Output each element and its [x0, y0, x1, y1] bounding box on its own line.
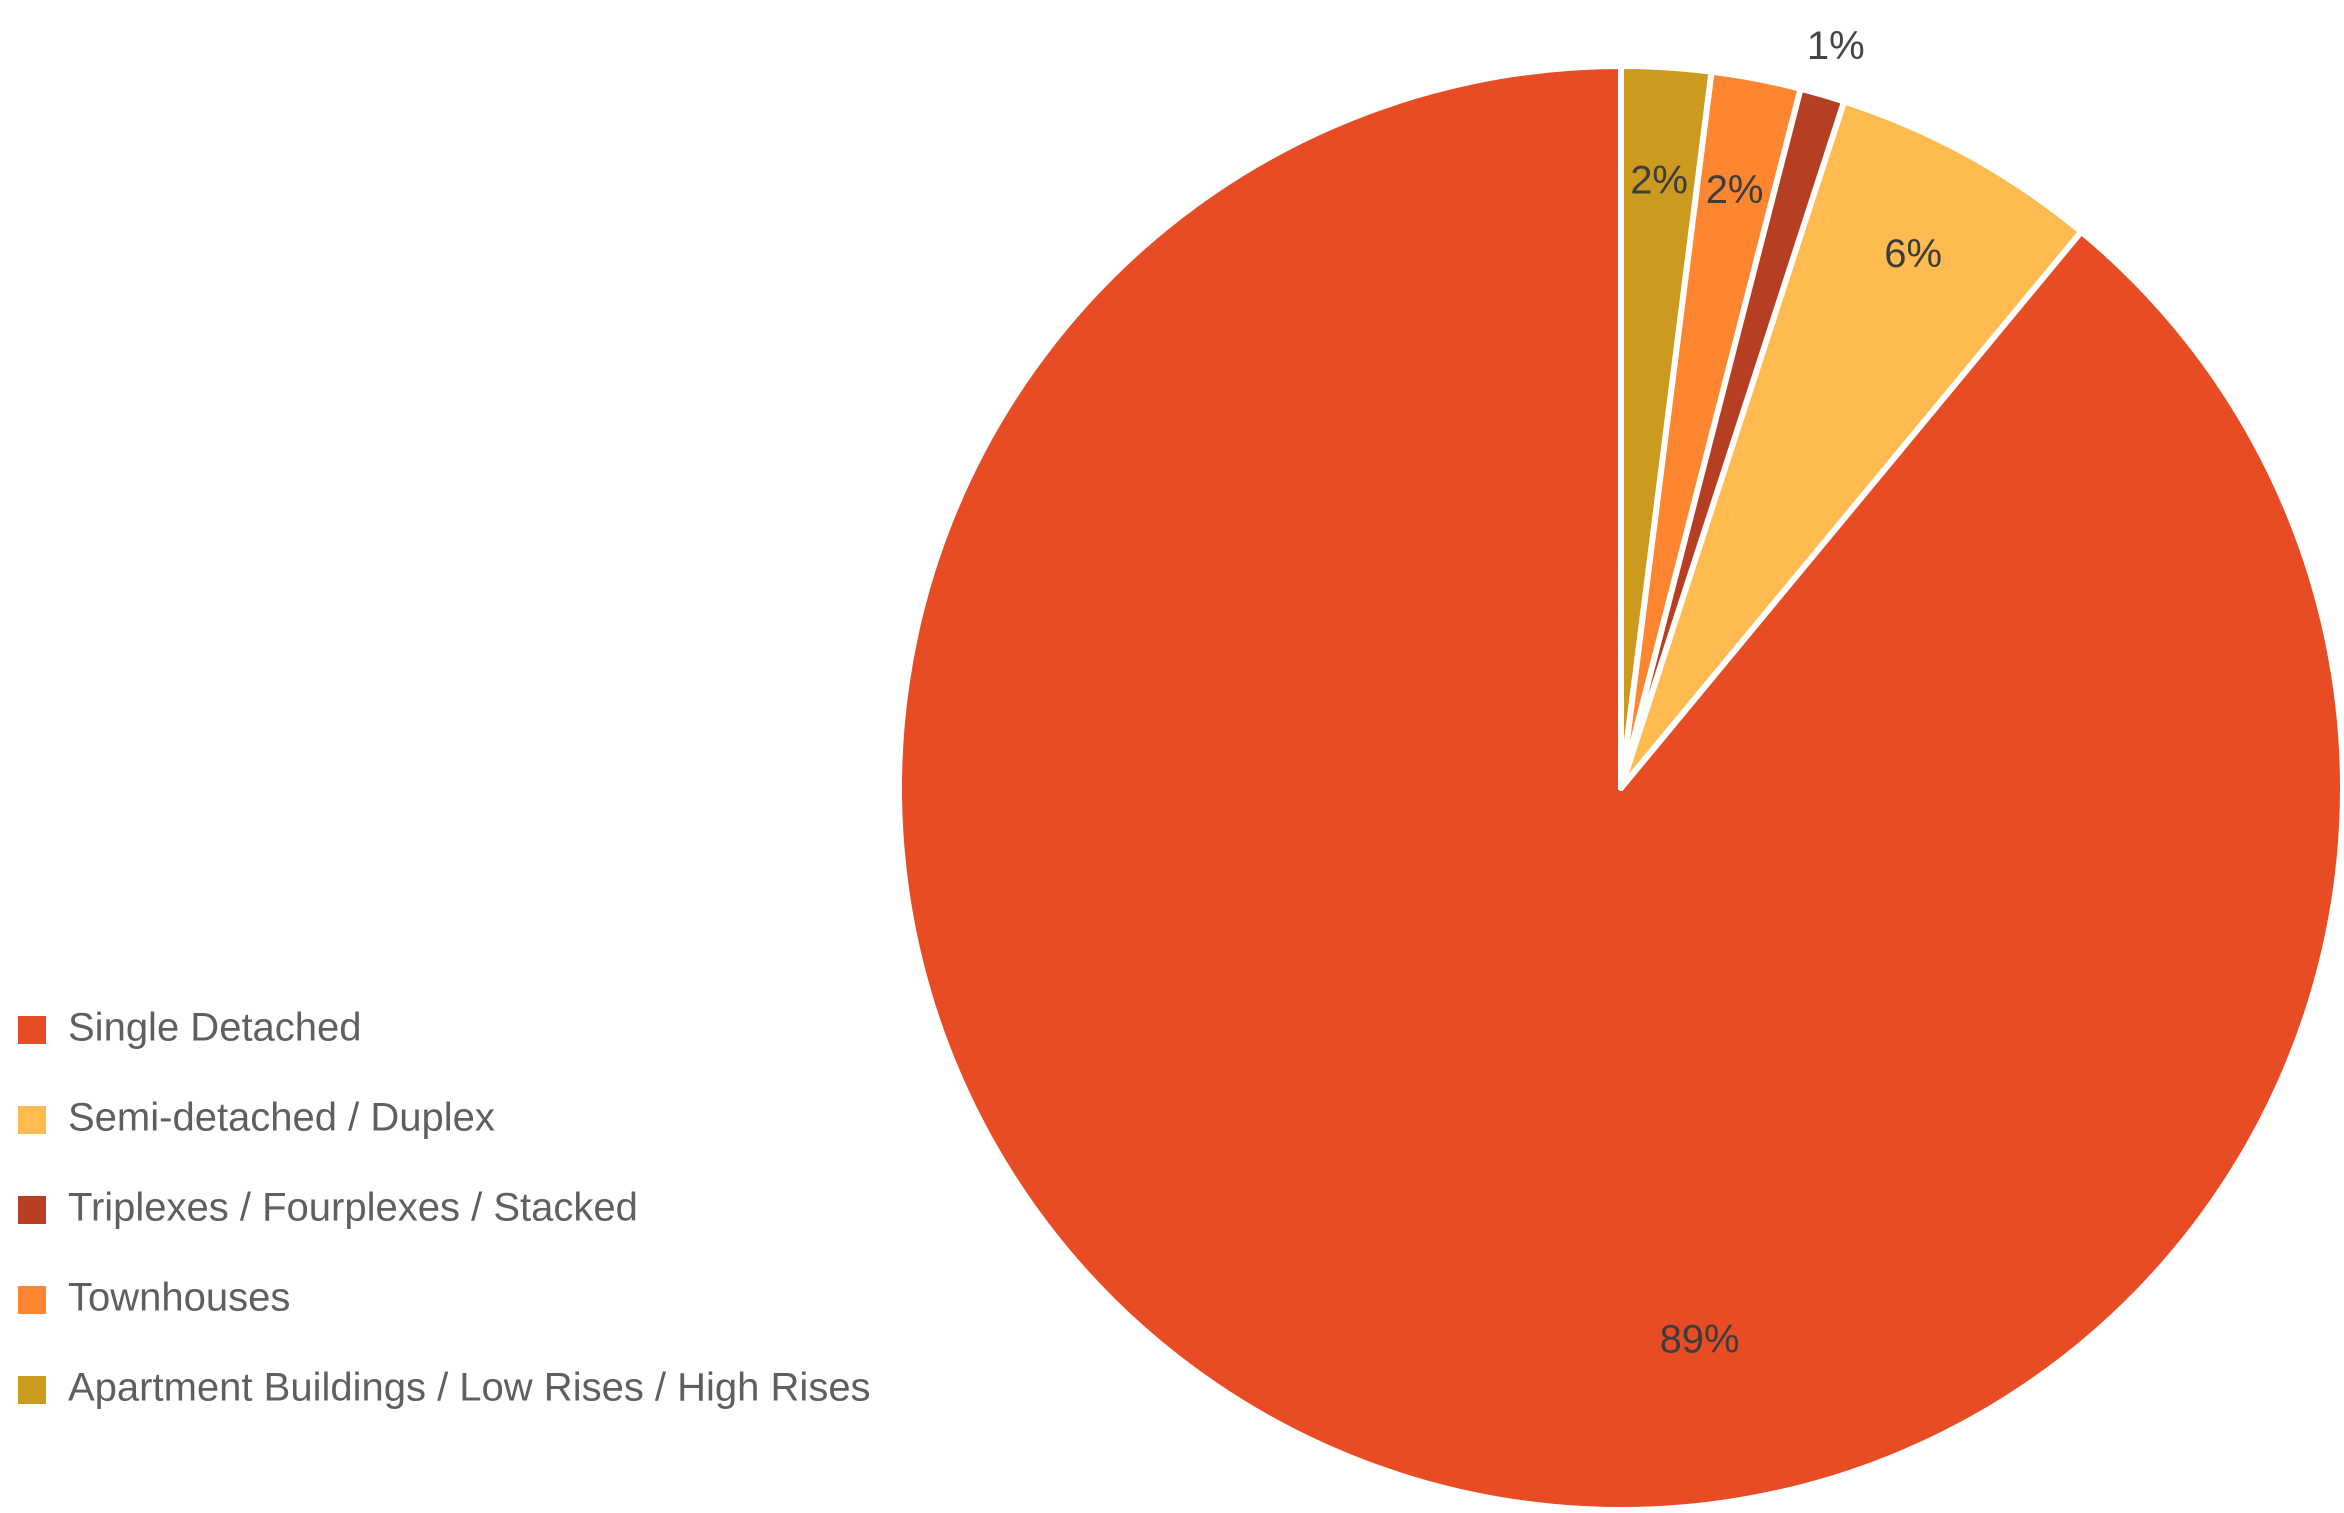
slice-value-label: 2%	[1630, 158, 1688, 202]
slice-value-label: 2%	[1706, 168, 1764, 212]
legend-item: Townhouses	[18, 1276, 290, 1320]
legend-label: Triplexes / Fourplexes / Stacked	[68, 1186, 638, 1230]
slice-value-label: 6%	[1884, 232, 1942, 276]
legend-label: Single Detached	[68, 1006, 362, 1050]
slice-value-label: 1%	[1807, 24, 1865, 68]
legend-swatch	[18, 1286, 46, 1314]
pie-slice-apartment-buildings-low-rises-high-rises	[1618, 63, 1715, 791]
legend: Single Detached Semi-detached / Duplex Tri…	[18, 1006, 871, 1410]
legend-item: Triplexes / Fourplexes / Stacked	[18, 1186, 638, 1230]
pie-slice-semi-detached-duplex	[1618, 98, 2085, 791]
legend-swatch	[18, 1376, 46, 1404]
legend-label: Semi-detached / Duplex	[68, 1096, 495, 1140]
legend-label: Apartment Buildings / Low Rises / High R…	[68, 1366, 871, 1410]
pie-slice-labels: 89% 6% 1% 2% 2%	[1630, 24, 1942, 1361]
legend-swatch	[18, 1196, 46, 1224]
legend-swatch	[18, 1106, 46, 1134]
pie-slices	[896, 63, 2344, 1513]
legend-item: Semi-detached / Duplex	[18, 1096, 495, 1140]
slice-value-label: 89%	[1660, 1318, 1740, 1362]
legend-swatch	[18, 1016, 46, 1044]
legend-label: Townhouses	[68, 1276, 290, 1320]
legend-item: Single Detached	[18, 1006, 362, 1050]
legend-item: Apartment Buildings / Low Rises / High R…	[18, 1366, 871, 1410]
